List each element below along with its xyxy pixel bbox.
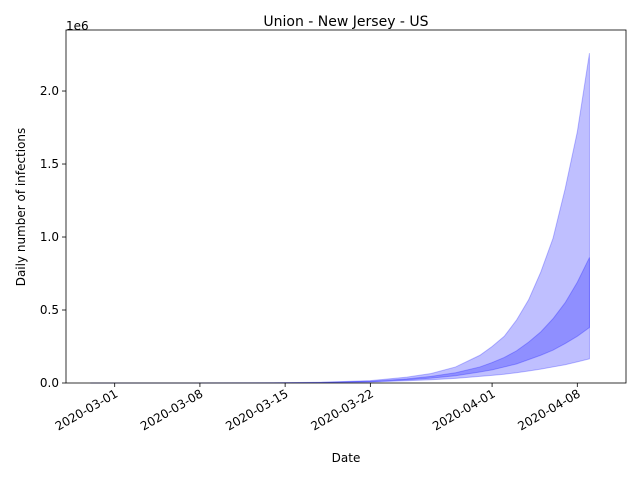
x-tick-label: 2020-04-01 (430, 386, 497, 433)
y-tick-label: 0.0 (40, 376, 59, 390)
band (90, 257, 590, 384)
x-tick-label: 2020-03-01 (53, 386, 120, 433)
x-axis-label: Date (332, 451, 361, 465)
y-tick-label: 2.0 (40, 84, 59, 98)
y-tick-label: 0.5 (40, 303, 59, 317)
y-offset-text: 1e6 (66, 19, 89, 33)
y-tick-label: 1.5 (40, 157, 59, 171)
x-tick-label: 2020-03-22 (308, 386, 375, 433)
y-axis-label: Daily number of infections (14, 128, 28, 287)
x-tick-label: 2020-03-08 (138, 386, 205, 433)
band (90, 52, 590, 384)
plot-frame (65, 29, 627, 384)
chart-title: Union - New Jersey - US (263, 14, 428, 30)
y-tick-label: 1.0 (40, 230, 59, 244)
x-tick-label: 2020-04-08 (515, 386, 582, 433)
x-tick-label: 2020-03-15 (223, 386, 290, 433)
